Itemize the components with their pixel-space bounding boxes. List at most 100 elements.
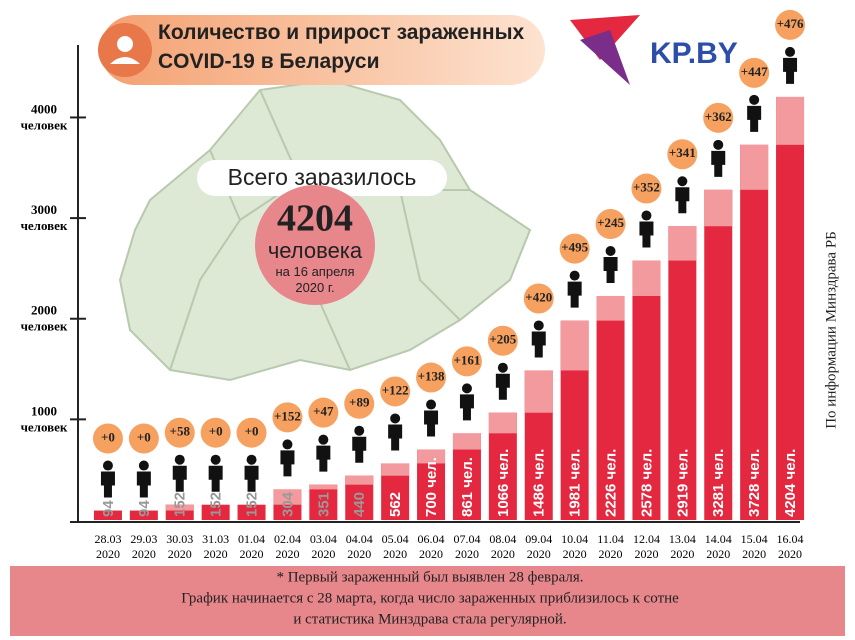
person-icon (569, 270, 580, 281)
bar (704, 189, 733, 520)
increment-label: +352 (633, 180, 660, 195)
person-icon (244, 465, 259, 492)
logo: KP.BY (650, 37, 738, 70)
person-icon (318, 434, 329, 445)
bar-label: 2578 чел. (638, 449, 655, 517)
x-tick-label: 29.03 (130, 532, 157, 546)
title-icon-head (117, 36, 133, 52)
bar (668, 226, 697, 521)
person-icon (100, 471, 115, 498)
person-icon (497, 362, 508, 373)
bar-label: 1066 чел. (495, 449, 512, 517)
bar-label: 3728 чел. (746, 449, 763, 517)
increment-label: +161 (453, 352, 480, 367)
x-tick-label: 13.04 (669, 532, 696, 546)
person-icon (567, 281, 582, 308)
source: По информации Минздрава РБ (823, 231, 839, 429)
bar-label: 562 (387, 492, 404, 517)
footnote-band (10, 566, 845, 636)
bar-increment (596, 295, 625, 321)
total-value: 4204 (277, 198, 353, 240)
x-tick-year: 2020 (311, 547, 335, 561)
footnote: * Первый зараженный был выявлен 28 февра… (276, 569, 583, 585)
y-tick-label: 4000 (31, 101, 57, 116)
total-circle (255, 185, 375, 305)
person-icon (172, 465, 187, 492)
x-tick-label: 31.03 (202, 532, 229, 546)
person-icon (461, 383, 472, 394)
chart-title: Количество и прирост зараженных COVID-19… (158, 21, 525, 73)
bar (309, 484, 338, 520)
increment-bubble (703, 102, 734, 133)
increment-label: +152 (274, 408, 301, 423)
bar-increment (165, 504, 194, 511)
person-icon (785, 46, 796, 57)
person-icon (641, 210, 652, 221)
x-tick-label: 01.04 (238, 532, 265, 546)
increment-label: +245 (597, 215, 624, 230)
increment-label: +89 (349, 395, 370, 410)
increment-bubble (236, 417, 267, 448)
x-tick-year: 2020 (96, 547, 120, 561)
person-icon (282, 439, 293, 450)
bar (129, 510, 158, 520)
increment-label: +447 (741, 64, 768, 79)
x-tick-year: 2020 (132, 547, 156, 561)
person-icon (749, 94, 760, 105)
increment-bubble (523, 283, 554, 314)
bar-increment (524, 370, 553, 413)
increment-label: +47 (313, 404, 334, 419)
x-tick-year: 2020 (347, 547, 371, 561)
bar-label: 1981 чел. (567, 449, 584, 517)
x-tick-label: 04.04 (346, 532, 373, 546)
caption-box (197, 160, 447, 196)
increment-bubble (559, 233, 590, 264)
x-tick-year: 2020 (670, 547, 694, 561)
y-tick-unit: человек (21, 117, 68, 132)
person-icon (459, 394, 474, 421)
bar-increment (776, 96, 805, 145)
person-icon (603, 256, 618, 283)
bar-label: 152 (172, 492, 189, 517)
x-tick-label: 07.04 (453, 532, 480, 546)
total-date: на 16 апреля 2020 г. (275, 264, 355, 295)
increment-bubble (380, 376, 411, 407)
bar-increment (345, 475, 374, 485)
increment-bubble (451, 346, 482, 377)
increment-label: +341 (669, 145, 696, 160)
person-icon (102, 460, 113, 471)
title-icon-body (110, 57, 140, 64)
person-icon (388, 424, 403, 451)
person-icon (210, 454, 221, 465)
bar-increment (273, 489, 302, 505)
bar-increment (417, 449, 446, 464)
increment-bubble (595, 208, 626, 239)
increment-bubble (344, 388, 375, 419)
y-tick-label: 3000 (31, 202, 57, 217)
increment-label: +138 (418, 369, 445, 384)
person-icon (713, 139, 724, 150)
increment-label: +58 (170, 424, 191, 439)
increment-label: +122 (382, 382, 409, 397)
person-icon (747, 105, 762, 132)
bar (596, 295, 625, 520)
x-tick-year: 2020 (455, 547, 479, 561)
y-tick-unit: человек (21, 218, 68, 233)
x-tick-label: 28.03 (94, 532, 121, 546)
bar-label: 861 чел. (459, 457, 476, 517)
x-tick-label: 11.04 (597, 532, 624, 546)
increment-bubble (308, 397, 339, 428)
footnote: и статистика Минздрава стала регулярной. (293, 611, 566, 627)
y-tick-label: 2000 (31, 303, 57, 318)
person-icon (675, 187, 690, 214)
x-tick-year: 2020 (634, 547, 658, 561)
x-tick-label: 03.04 (310, 532, 337, 546)
increment-label: +362 (705, 109, 732, 124)
increment-bubble (416, 362, 447, 393)
x-tick-year: 2020 (706, 547, 730, 561)
x-tick-year: 2020 (778, 547, 802, 561)
bar-increment (309, 484, 338, 490)
bar (632, 260, 661, 520)
bar-label: 440 (351, 492, 368, 517)
x-tick-label: 02.04 (274, 532, 301, 546)
